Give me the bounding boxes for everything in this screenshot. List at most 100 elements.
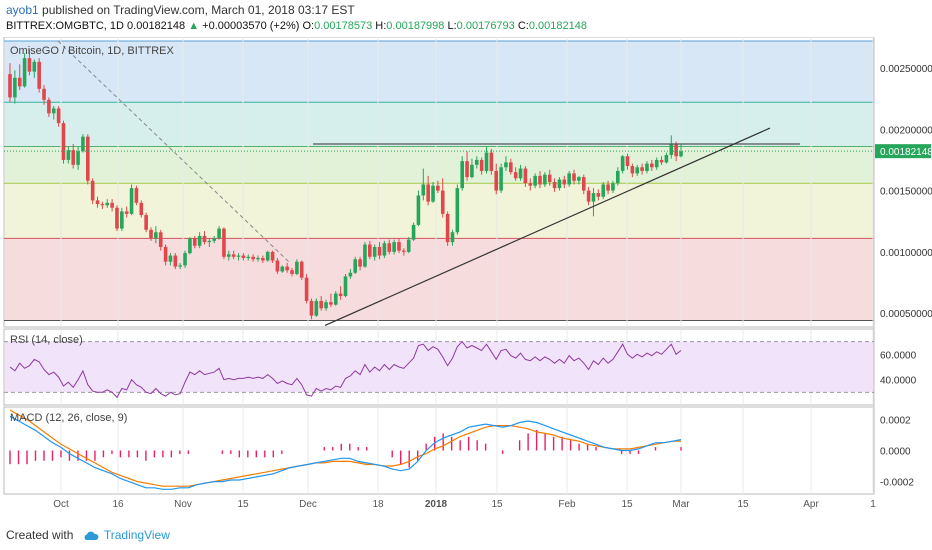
price-tick-label: 0.00200000 [880,125,932,136]
time-tick-label: 1 [870,499,876,510]
candle-body [144,215,148,230]
candle-body [358,259,362,267]
candle-body [562,179,567,185]
candle-body [533,175,537,186]
candle-body [22,58,27,87]
candle-body [76,151,80,165]
candle-body [353,259,358,273]
candle-body [256,258,260,260]
chart-area[interactable]: 0.00250000 0.00200000 0.00150000 0.00100000… [0,37,932,517]
time-tick-label: Nov [174,499,192,510]
candle-body [474,159,479,165]
candle-body [591,193,596,202]
close-value: 0.00182148 [528,20,587,32]
candle-body [338,293,343,297]
candle-body [572,173,576,181]
fib-band [5,102,873,147]
candle-body [110,202,114,208]
rsi-line [9,340,682,399]
candle-body [382,243,387,256]
candle-body [343,276,348,297]
low-label: L: [447,20,457,32]
candle-body [231,254,236,257]
publish-text: published on TradingView.com, March 01, … [38,3,355,17]
candle-body [440,190,445,214]
created-with-text: Created with [6,528,74,542]
candle-body [314,300,319,316]
rsi-tick-label: 60.0000 [880,350,917,361]
candle-body [499,167,503,191]
candle-body [32,61,37,72]
candle-body [450,232,455,243]
rsi-pane-title: RSI (14, close) [10,334,83,346]
time-tick-label: Mar [672,499,690,510]
candle-body [324,302,328,309]
candle-body [222,228,226,257]
time-tick-label: 2018 [425,499,448,510]
candle-body [543,174,547,185]
macd-tick-label: 0.0000 [880,447,911,458]
tradingview-logo-text[interactable]: TradingView [103,528,170,542]
candle-body [202,235,207,243]
candle-body [470,164,474,178]
candle-body [494,170,499,191]
candle-body [460,161,464,189]
candle-body [285,266,289,271]
candle-body [61,123,66,160]
candle-body [659,159,664,163]
candle-body [163,246,168,262]
candle-body [333,293,338,305]
candle-body [538,175,542,185]
candle-body [445,213,450,243]
candle-body [518,168,523,179]
time-tick-label: Apr [803,499,819,510]
candle-body [601,184,606,197]
candle-body [139,202,144,216]
candle-body [645,163,649,171]
candle-body [37,61,41,89]
candle-body [489,152,494,171]
candle-body [455,188,460,233]
price-tick-label: 0.00050000 [880,309,932,320]
candle-body [275,260,280,272]
candle-body [567,173,571,185]
candle-body [71,150,76,165]
author-link[interactable]: ayob1 [6,3,39,17]
candle-body [611,183,615,191]
candle-body [241,255,246,259]
fib-band [5,146,873,184]
candle-body [329,302,333,305]
candle-body [236,255,241,257]
macd-tick-label: 0.0002 [880,415,911,426]
time-tick-label: 16 [112,499,124,510]
candle-body [51,108,56,114]
candle-body [95,200,100,205]
candle-body [528,183,533,186]
candle-body [90,180,95,201]
candle-body [581,177,586,191]
close-label: C: [517,20,529,32]
candle-body [348,272,353,277]
candle-body [295,261,299,274]
candle-body [416,195,421,225]
fib-band [5,238,873,321]
fib-band [5,41,873,103]
candle-body [431,185,435,202]
candle-body [615,170,620,184]
time-tick-label: Feb [558,499,576,510]
candle-body [577,177,581,181]
high-value: 0.00187998 [386,20,445,32]
candle-body [309,300,314,316]
last-price-badge [875,144,931,159]
candle-body [484,152,489,171]
candle-body [158,232,163,247]
candle-body [290,270,294,274]
time-tick-label: 15 [237,499,249,510]
high-label: H: [375,20,387,32]
time-tick-label: 15 [621,499,633,510]
candle-body [129,188,134,214]
candle-body [183,253,187,266]
price-tick-label: 0.00150000 [880,187,932,198]
candle-body [134,188,139,203]
candle-body [47,99,51,114]
